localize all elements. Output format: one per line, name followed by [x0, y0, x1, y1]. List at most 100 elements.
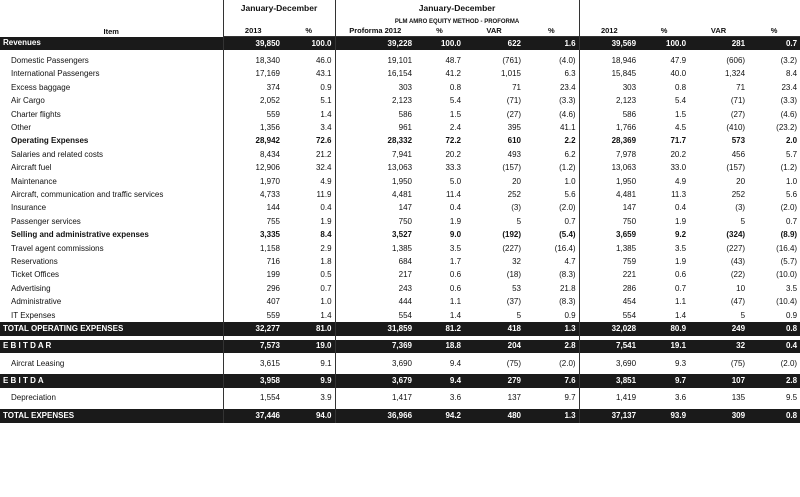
table-row: Operating Expenses 28,942 72.6 28,332 72.2 61… — [0, 134, 800, 149]
cell-value: 37,137 — [578, 409, 640, 423]
cell-value: (2.0) — [780, 358, 798, 368]
group-header-prior — [578, 0, 800, 17]
cell-value: 9.1 — [320, 358, 332, 368]
table-row: Insurance 144 0.4 147 0.4 (3) (2.0) 147 0.4 (3) (2… — [0, 201, 800, 216]
cell-value: 39,850 — [222, 36, 283, 51]
cell-value: 5 — [740, 310, 746, 320]
cell-value: 3,659 — [578, 228, 640, 242]
column-header: % — [748, 26, 800, 37]
cell-value: 418 — [464, 322, 525, 336]
row-label: Selling and administrative expenses — [0, 228, 224, 242]
cell-value: (47) — [730, 297, 746, 307]
row-label: Aircraft fuel — [0, 161, 224, 175]
cell-value: 13,063 — [578, 161, 640, 175]
cell-value: 9.7 — [564, 393, 576, 403]
cell-value: 217 — [334, 268, 416, 283]
cell-value: 1,015 — [500, 69, 522, 79]
cell-value: 9.5 — [785, 393, 798, 403]
cell-value: 107 — [689, 374, 749, 388]
cell-value: (157) — [502, 163, 522, 173]
table-row: Aircraft, communication and traffic serv… — [0, 188, 800, 202]
cell-value: 1.8 — [320, 256, 332, 266]
cell-value: 11.9 — [316, 189, 332, 199]
cell-value: (16.4) — [776, 243, 798, 253]
cell-value: 4.9 — [320, 176, 332, 186]
cell-value: 9.0 — [449, 230, 462, 240]
cell-value: 573 — [731, 136, 746, 146]
cell-value: 37,446 — [222, 409, 283, 423]
cell-value: 5.6 — [564, 189, 576, 199]
table-row: Salaries and related costs 8,434 21.2 7,941… — [0, 148, 800, 162]
cell-value: 0.7 — [785, 216, 798, 226]
cell-value: 622 — [464, 36, 525, 51]
cell-value: 0.7 — [748, 36, 800, 51]
cell-value: 23.4 — [781, 82, 798, 92]
cell-value: 20.2 — [445, 149, 462, 159]
cell-value: 100.0 — [283, 36, 336, 51]
cell-value: 5 — [516, 310, 522, 320]
cell-value: (27) — [730, 109, 746, 119]
cell-value: 3,690 — [578, 356, 640, 371]
cell-value: (157) — [726, 163, 746, 173]
spacer-row — [0, 335, 800, 340]
cell-value: 46.0 — [315, 56, 332, 66]
cell-value: 4.7 — [564, 256, 576, 266]
row-label: Operating Expenses — [0, 134, 224, 149]
cell-value: (43) — [730, 256, 746, 266]
cell-value: 3,615 — [222, 356, 283, 371]
cell-value: 1,419 — [578, 391, 640, 406]
cell-value: 3,335 — [222, 228, 283, 242]
cell-value: 5.1 — [320, 96, 332, 106]
cell-value: 17,169 — [222, 67, 283, 82]
table-row: IT Expenses 559 1.4 554 1.4 5 0.9 554 1.4 5 0.9 — [0, 308, 800, 323]
cell-value: 1,766 — [578, 121, 640, 135]
cell-value: 1,385 — [334, 241, 416, 256]
cell-value: 0.6 — [449, 283, 462, 293]
cell-value: (4.6) — [559, 109, 576, 119]
cell-value: (324) — [726, 230, 746, 240]
spacer-row — [0, 370, 800, 375]
row-label: Domestic Passengers — [0, 54, 224, 68]
cell-value: 2.4 — [449, 123, 462, 133]
row-label: Reservations — [0, 255, 224, 269]
cell-value: 7,978 — [578, 148, 640, 162]
column-header-row: 2013% Proforma 2012% VAR% 2012% VAR% — [0, 26, 800, 37]
table-row: Charter flights 559 1.4 586 1.5 (27) (4.6) 586 1… — [0, 107, 800, 122]
cell-value: 72.2 — [445, 136, 462, 146]
cell-value: 6.2 — [564, 149, 576, 159]
cell-value: 759 — [578, 255, 640, 269]
cell-value: (4.6) — [780, 109, 798, 119]
cell-value: 16,154 — [334, 67, 416, 82]
cell-value: 2.0 — [785, 136, 798, 146]
cell-value: 1.4 — [674, 310, 687, 320]
column-header: Proforma 2012 — [334, 26, 416, 37]
cell-value: 1.4 — [320, 310, 332, 320]
cell-value: 33.3 — [445, 163, 462, 173]
table-row: Advertising 296 0.7 243 0.6 53 21.8 286 0.7 10 3.5 — [0, 282, 800, 296]
cell-value: 559 — [222, 107, 283, 122]
cell-value: 11.3 — [671, 189, 687, 199]
cell-value: 94.2 — [415, 409, 465, 423]
cell-value: 2.8 — [524, 339, 580, 353]
cell-value: 20.2 — [670, 149, 687, 159]
cell-value: (2.0) — [559, 358, 576, 368]
cell-value: 0.4 — [320, 203, 332, 213]
cell-value: (37) — [506, 297, 522, 307]
cell-value: 0.9 — [320, 82, 332, 92]
table-row: Aircrat Leasing 3,615 9.1 3,690 9.4 (75) (2.0)… — [0, 356, 800, 371]
cell-value: 7.6 — [524, 374, 580, 388]
cell-value: 18,340 — [222, 54, 283, 68]
cell-value: 1,554 — [222, 391, 283, 406]
cell-value: (410) — [726, 123, 746, 133]
row-label: Air Cargo — [0, 94, 224, 108]
cell-value: 3.4 — [320, 123, 332, 133]
cell-value: (8.3) — [559, 297, 576, 307]
cell-value: 0.9 — [785, 310, 798, 320]
cell-value: 243 — [334, 282, 416, 296]
cell-value: 33.0 — [670, 163, 687, 173]
group-header-proforma: January-December — [334, 0, 580, 17]
table-row: Revenues 39,850 100.0 39,228 100.0 622 1.6 39,5… — [0, 36, 800, 51]
cell-value: 28,332 — [334, 134, 416, 149]
cell-value: 5.0 — [449, 176, 462, 186]
cell-value: 454 — [578, 295, 640, 309]
